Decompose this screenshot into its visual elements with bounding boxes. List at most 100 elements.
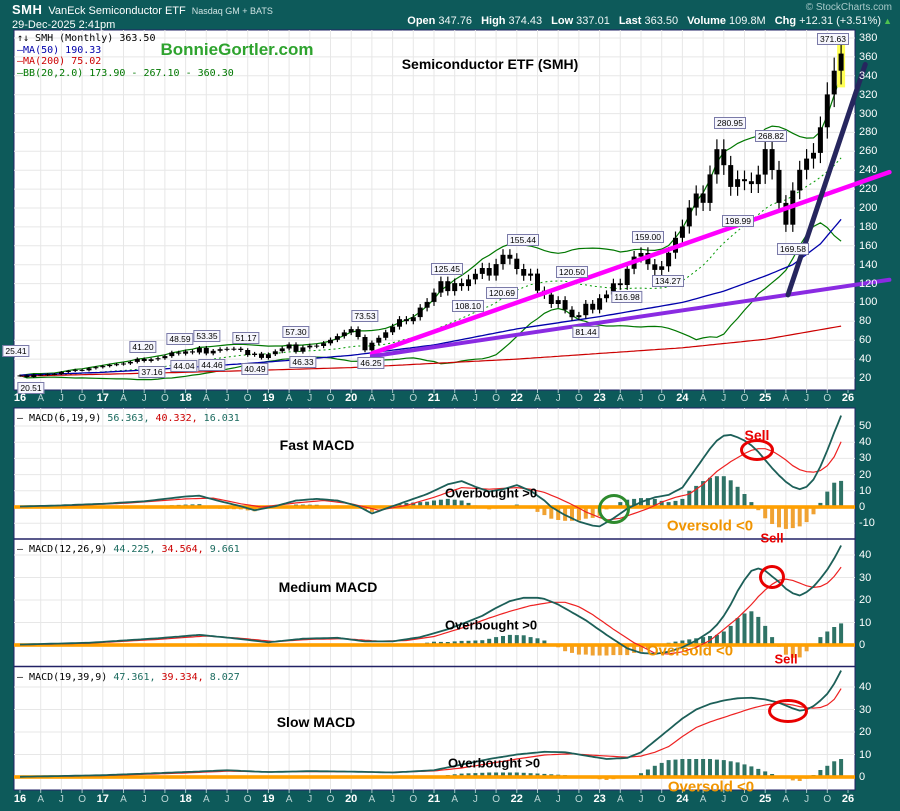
candle-body: [769, 149, 775, 170]
histogram-bar: [694, 759, 699, 777]
histogram-bar: [521, 635, 526, 646]
price-callout: 120.50: [556, 266, 588, 278]
histogram-bar: [770, 637, 775, 645]
histogram-bar: [487, 638, 492, 645]
x-axis-year-label: 22: [510, 793, 523, 805]
candle-body: [514, 258, 520, 269]
annotation-text: Sell: [760, 530, 784, 546]
legend-text: 56.363,: [107, 413, 156, 424]
histogram-bar: [563, 507, 568, 521]
histogram-bar: [818, 502, 823, 507]
histogram-bar: [583, 645, 588, 655]
annotation-text: Overbought >0: [444, 617, 538, 633]
y-axis-label: 20: [859, 726, 872, 738]
x-axis-year-label: 18: [179, 392, 192, 404]
macd-line: [19, 670, 842, 778]
price-callout: 40.49: [241, 363, 269, 375]
histogram-bar: [652, 498, 657, 507]
candle-body: [397, 319, 402, 327]
legend-text: MACD(12,26,9): [29, 544, 114, 555]
histogram-bar: [528, 773, 533, 777]
candle-body: [121, 363, 126, 365]
candle-body: [783, 202, 789, 225]
x-axis-month-label: O: [78, 393, 86, 404]
legend-text: MACD(6,19,9): [29, 413, 108, 424]
histogram-bar: [514, 635, 519, 645]
annotation-text: Fast MACD: [279, 437, 355, 453]
x-axis-month-label: J: [555, 393, 561, 404]
histogram-bar: [839, 759, 844, 777]
y-axis-label: 140: [859, 258, 878, 271]
y-axis-label: 160: [859, 239, 878, 252]
x-axis-month-label: O: [492, 393, 500, 404]
y-axis-label: 240: [859, 164, 878, 177]
y-axis-label: 180: [859, 220, 878, 233]
candle-body: [583, 303, 589, 316]
legend-text: 16.031: [203, 413, 240, 424]
price-callout: 41.20: [129, 341, 157, 353]
histogram-bar: [804, 507, 809, 523]
price-callout: 25.41: [2, 345, 30, 357]
y-axis-label: 340: [859, 69, 878, 82]
x-axis-month-label: O: [657, 393, 666, 404]
histogram-bar: [521, 772, 526, 777]
x-axis-month-label: O: [823, 794, 832, 805]
x-axis-month-label: A: [368, 393, 376, 404]
price-callout: 155.44: [507, 234, 539, 246]
x-axis-month-label: O: [492, 794, 500, 805]
y-axis-label: 260: [859, 145, 878, 158]
histogram-bar: [742, 764, 747, 777]
x-axis-year-label: 21: [427, 392, 441, 404]
candle-body: [114, 364, 120, 366]
candle-body: [762, 149, 768, 175]
histogram-bar: [618, 645, 623, 656]
histogram-bar: [556, 507, 561, 520]
candle-body: [590, 303, 596, 310]
x-axis-month-label: J: [141, 794, 147, 805]
histogram-bar: [535, 638, 540, 646]
histogram-bar: [763, 625, 768, 645]
histogram-bar: [507, 634, 512, 645]
histogram-bar: [832, 761, 837, 778]
candle-body: [341, 332, 347, 337]
macd-line: [20, 545, 842, 655]
candle-body: [831, 70, 837, 95]
candle-body: [203, 348, 209, 354]
y-axis-label: 200: [859, 202, 878, 214]
candle-body: [617, 283, 623, 286]
histogram-bar: [590, 645, 595, 656]
candle-body: [445, 281, 451, 292]
candle-body: [693, 193, 699, 208]
annotation-text: Medium MACD: [278, 579, 378, 595]
candle-body: [314, 345, 320, 347]
candle-body: [776, 169, 782, 203]
quote-value: 109.8M: [729, 15, 766, 27]
histogram-bar: [542, 507, 547, 516]
candle-body: [38, 374, 44, 376]
histogram-bar: [818, 637, 823, 645]
candle-body: [604, 294, 609, 299]
price-callout: 159.00: [632, 231, 664, 243]
histogram-bar: [438, 499, 443, 507]
histogram-bar: [639, 645, 643, 652]
candle-body: [141, 358, 147, 361]
histogram-bar: [783, 645, 788, 655]
legend-text: —: [17, 56, 24, 67]
candle-body: [265, 354, 271, 358]
price-legend-line: —BB(20,2.0) 173.90 - 267.10 - 360.30: [17, 68, 234, 79]
x-axis-year-label: 19: [262, 392, 275, 404]
annotation-text: Overbought >0: [444, 485, 538, 501]
candle-body: [403, 319, 409, 322]
x-axis-month-label: O: [409, 794, 418, 805]
trendline: [785, 61, 868, 298]
x-axis-month-label: A: [616, 393, 624, 404]
candle-body: [597, 298, 603, 310]
trendline: [369, 277, 892, 359]
candle-body: [748, 181, 754, 185]
candle-body: [127, 361, 133, 364]
histogram-bar: [639, 773, 643, 777]
histogram-bar: [501, 636, 505, 645]
histogram-bar: [590, 507, 595, 518]
candle-body: [259, 353, 264, 358]
candle-body: [348, 329, 354, 333]
